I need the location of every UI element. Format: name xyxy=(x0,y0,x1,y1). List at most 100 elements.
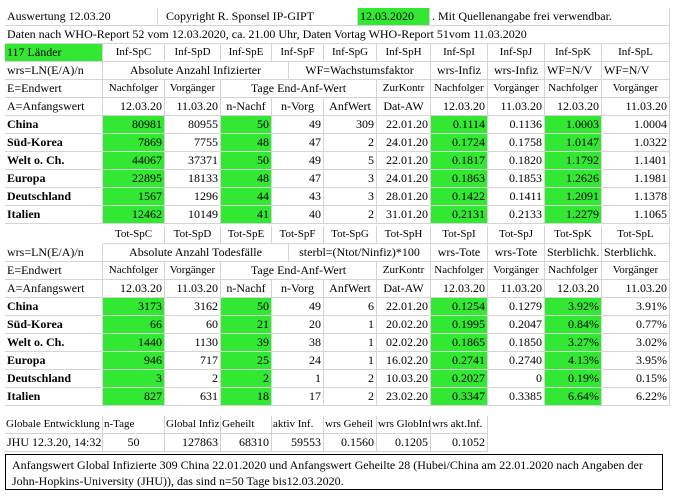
t1-nachfolger-3[interactable]: Nachfolger xyxy=(545,80,602,98)
global-value-8[interactable]: 0.1052 xyxy=(431,434,488,452)
table1-cell-vor[interactable]: 7755 xyxy=(165,134,221,152)
table2-cell-vor[interactable]: 631 xyxy=(165,388,221,406)
table1-cell-w2[interactable]: 0.1853 xyxy=(488,170,545,188)
t2-dat-aw[interactable]: Dat-AW xyxy=(377,280,431,298)
table2-cell-aw[interactable]: 1 xyxy=(324,316,377,334)
t1-date-5[interactable]: 12.03.20 xyxy=(545,98,602,116)
t1-date-3[interactable]: 12.03.20 xyxy=(431,98,488,116)
global-value-6[interactable]: 0.1560 xyxy=(324,434,377,452)
table2-cell-vor[interactable]: 2 xyxy=(165,370,221,388)
t2-date-6[interactable]: 11.03.20 xyxy=(602,280,670,298)
t1-date-1[interactable]: 12.03.20 xyxy=(103,98,165,116)
table2-cell-w2[interactable]: 0.2047 xyxy=(488,316,545,334)
table2-cell-nach[interactable]: 3173 xyxy=(103,298,165,316)
t2-sterb-2[interactable]: Sterblichk. xyxy=(602,244,670,262)
t2-sterb-1[interactable]: Sterblichk. xyxy=(545,244,602,262)
table1-col-code[interactable]: Inf-SpF xyxy=(272,44,324,62)
table2-cell-nv[interactable]: 17 xyxy=(272,388,324,406)
table2-cell-nv[interactable]: 49 xyxy=(272,298,324,316)
table1-cell-l[interactable]: 1.1378 xyxy=(602,188,670,206)
table2-cell-w1[interactable]: 0.1865 xyxy=(431,334,488,352)
table1-cell-k[interactable]: 1.1792 xyxy=(545,152,602,170)
table1-col-code[interactable]: Inf-SpK xyxy=(545,44,602,62)
global-value-5[interactable]: 59553 xyxy=(272,434,324,452)
table1-cell-country[interactable]: Europa xyxy=(5,170,103,188)
table1-cell-aw[interactable]: 2 xyxy=(324,206,377,224)
table2-cell-l[interactable]: 6.22% xyxy=(602,388,670,406)
table2-cell-nn[interactable]: 39 xyxy=(221,334,272,352)
t1-wf-label-1[interactable]: WF=N/V xyxy=(545,62,602,80)
table1-cell-vor[interactable]: 37371 xyxy=(165,152,221,170)
t2-n-vorg[interactable]: n-Vorg xyxy=(272,280,324,298)
table1-cell-w1[interactable]: 0.1422 xyxy=(431,188,488,206)
table1-cell-aw[interactable]: 2 xyxy=(324,134,377,152)
t2-tage-label[interactable]: Tage End-Anf-Wert xyxy=(221,262,377,280)
table1-cell-w2[interactable]: 0.1758 xyxy=(488,134,545,152)
table1-cell-w2[interactable]: 0.2133 xyxy=(488,206,545,224)
table2-cell-l[interactable]: 0.15% xyxy=(602,370,670,388)
global-header-1[interactable]: Globale Entwicklung xyxy=(5,416,103,434)
t2-e-label[interactable]: E=Endwert xyxy=(5,262,103,280)
global-value-3[interactable]: 127863 xyxy=(165,434,221,452)
sheet-title[interactable]: Auswertung 12.03.20 xyxy=(5,8,158,26)
t2-date-4[interactable]: 11.03.20 xyxy=(488,280,545,298)
table2-cell-nach[interactable]: 827 xyxy=(103,388,165,406)
t2-title-sterbl[interactable]: sterbl=(Ntot/Ninfiz)*100 xyxy=(289,244,431,262)
table1-cell-nn[interactable]: 50 xyxy=(221,116,272,134)
table2-cell-w1[interactable]: 0.1254 xyxy=(431,298,488,316)
table2-cell-vor[interactable]: 60 xyxy=(165,316,221,334)
table2-cell-l[interactable]: 3.91% xyxy=(602,298,670,316)
table1-cell-nv[interactable]: 47 xyxy=(272,134,324,152)
table2-cell-k[interactable]: 0.84% xyxy=(545,316,602,334)
table1-cell-country[interactable]: Süd-Korea xyxy=(5,134,103,152)
table1-cell-aw[interactable]: 309 xyxy=(324,116,377,134)
table1-cell-l[interactable]: 1.1065 xyxy=(602,206,670,224)
t2-anfwert[interactable]: AnfWert xyxy=(324,280,377,298)
table2-cell-nn[interactable]: 18 xyxy=(221,388,272,406)
table2-cell-w1[interactable]: 0.1995 xyxy=(431,316,488,334)
table1-cell-w1[interactable]: 0.1724 xyxy=(431,134,488,152)
table1-cell-dat[interactable]: 28.01.20 xyxy=(377,188,431,206)
table1-cell-dat[interactable]: 31.01.20 xyxy=(377,206,431,224)
table1-cell-w2[interactable]: 0.1820 xyxy=(488,152,545,170)
table1-cell-nach[interactable]: 44067 xyxy=(103,152,165,170)
table2-cell-k[interactable]: 6.64% xyxy=(545,388,602,406)
table2-col-code[interactable]: Tot-SpC xyxy=(103,226,165,244)
table2-col-code[interactable]: Tot-SpH xyxy=(377,226,431,244)
t1-title-abs[interactable]: Absolute Anzahl Infizierter xyxy=(103,62,289,80)
t1-formula[interactable]: wrs=LN(E/A)/n xyxy=(5,62,103,80)
global-header-8[interactable]: wrs akt.Inf. xyxy=(431,416,488,434)
table1-cell-nach[interactable]: 1567 xyxy=(103,188,165,206)
table2-cell-aw[interactable]: 1 xyxy=(324,334,377,352)
table2-cell-nach[interactable]: 3 xyxy=(103,370,165,388)
t1-title-wf[interactable]: WF=Wachstumsfaktor xyxy=(289,62,431,80)
country-count[interactable]: 117 Länder xyxy=(5,44,103,62)
table1-cell-nach[interactable]: 22895 xyxy=(103,170,165,188)
t1-date-2[interactable]: 11.03.20 xyxy=(165,98,221,116)
table1-cell-country[interactable]: China xyxy=(5,116,103,134)
table2-col-code[interactable]: Tot-SpJ xyxy=(488,226,545,244)
t1-dat-aw[interactable]: Dat-AW xyxy=(377,98,431,116)
t1-anfwert[interactable]: AnfWert xyxy=(324,98,377,116)
copyright-suffix[interactable]: . Mit Quellenangabe frei verwendbar. xyxy=(430,8,670,26)
table2-cell-country[interactable]: Europa xyxy=(5,352,103,370)
table1-cell-w1[interactable]: 0.1817 xyxy=(431,152,488,170)
table2-cell-nv[interactable]: 24 xyxy=(272,352,324,370)
t2-a-label[interactable]: A=Anfangswert xyxy=(5,280,103,298)
table1-col-code[interactable]: Inf-SpL xyxy=(602,44,670,62)
t2-date-3[interactable]: 12.03.20 xyxy=(431,280,488,298)
table1-cell-vor[interactable]: 1296 xyxy=(165,188,221,206)
table1-cell-country[interactable]: Italien xyxy=(5,206,103,224)
table2-cell-country[interactable]: Süd-Korea xyxy=(5,316,103,334)
table2-cell-nn[interactable]: 25 xyxy=(221,352,272,370)
table2-cell-dat[interactable]: 10.03.20 xyxy=(377,370,431,388)
table2-cell-w2[interactable]: 0.3385 xyxy=(488,388,545,406)
table2-cell-nn[interactable]: 2 xyxy=(221,370,272,388)
global-header-2[interactable]: n-Tage xyxy=(103,416,165,434)
table2-cell-nv[interactable]: 1 xyxy=(272,370,324,388)
t1-a-label[interactable]: A=Anfangswert xyxy=(5,98,103,116)
t2-vorgaenger-2[interactable]: Vorgänger xyxy=(488,262,545,280)
table2-cell-nn[interactable]: 50 xyxy=(221,298,272,316)
table2-cell-country[interactable]: Deutschland xyxy=(5,370,103,388)
t2-date-2[interactable]: 11.03.20 xyxy=(165,280,221,298)
